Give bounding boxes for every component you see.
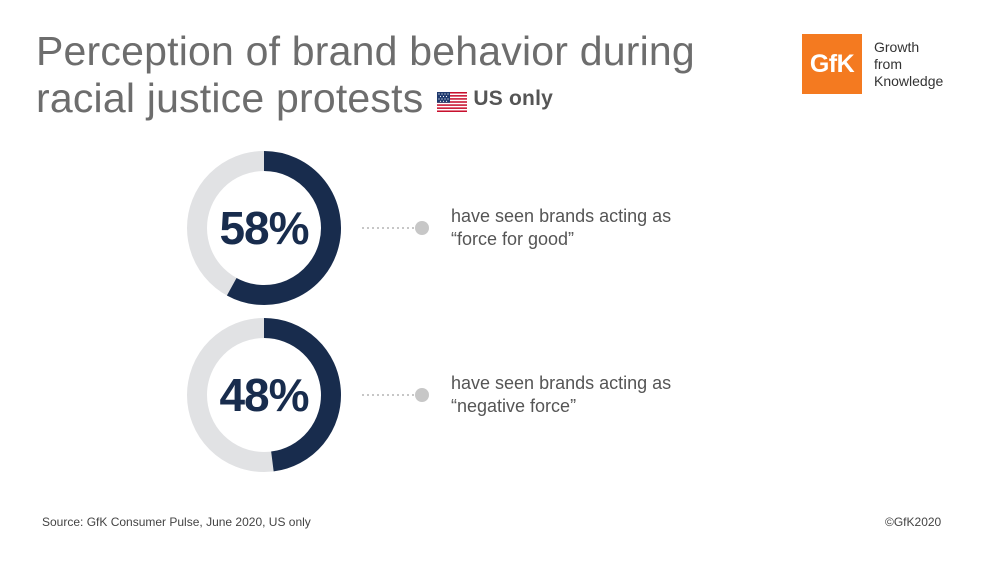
metric-value: 48%: [219, 369, 309, 421]
donut-value-arc: [226, 151, 341, 305]
copyright-note: ©GfK2020: [885, 515, 942, 529]
title-line-1: Perception of brand behavior during: [36, 28, 695, 74]
logo-mark: GfK: [802, 34, 862, 94]
title-line-2: racial justice protests US only: [36, 75, 695, 125]
donut-chart-force-for-good: [187, 151, 341, 305]
description-line-2: “force for good”: [451, 229, 575, 249]
connector-dotted-line: [362, 221, 429, 235]
gfk-logo: GfK: [802, 34, 862, 94]
metric-description: have seen brands acting as “negative for…: [451, 372, 771, 418]
us-flag-icon: [437, 75, 468, 122]
donut-value-arc: [263, 318, 341, 472]
metric-force-for-good: 58% have seen brands acting as “force fo…: [0, 150, 1000, 310]
tagline-line-2: from: [874, 56, 902, 72]
description-line-1: have seen brands acting as: [451, 206, 672, 226]
tagline-line-1: Growth: [874, 39, 920, 55]
metric-negative-force: 48% have seen brands acting as “negative…: [0, 317, 1000, 477]
tagline-line-3: Knowledge: [874, 73, 944, 89]
description-line-2: “negative force”: [451, 396, 577, 416]
metric-value: 58%: [219, 202, 309, 254]
logo-tagline: Growth from Knowledge: [874, 39, 984, 90]
title-line-2-text: racial justice protests: [36, 75, 424, 121]
chart-title: Perception of brand behavior during raci…: [36, 28, 695, 125]
source-note: Source: GfK Consumer Pulse, June 2020, U…: [42, 515, 311, 529]
metric-description: have seen brands acting as “force for go…: [451, 205, 771, 251]
region-label: US only: [473, 86, 553, 110]
connector-dotted-line: [362, 388, 429, 402]
description-line-1: have seen brands acting as: [451, 373, 672, 393]
donut-chart-negative-force: [187, 318, 341, 472]
